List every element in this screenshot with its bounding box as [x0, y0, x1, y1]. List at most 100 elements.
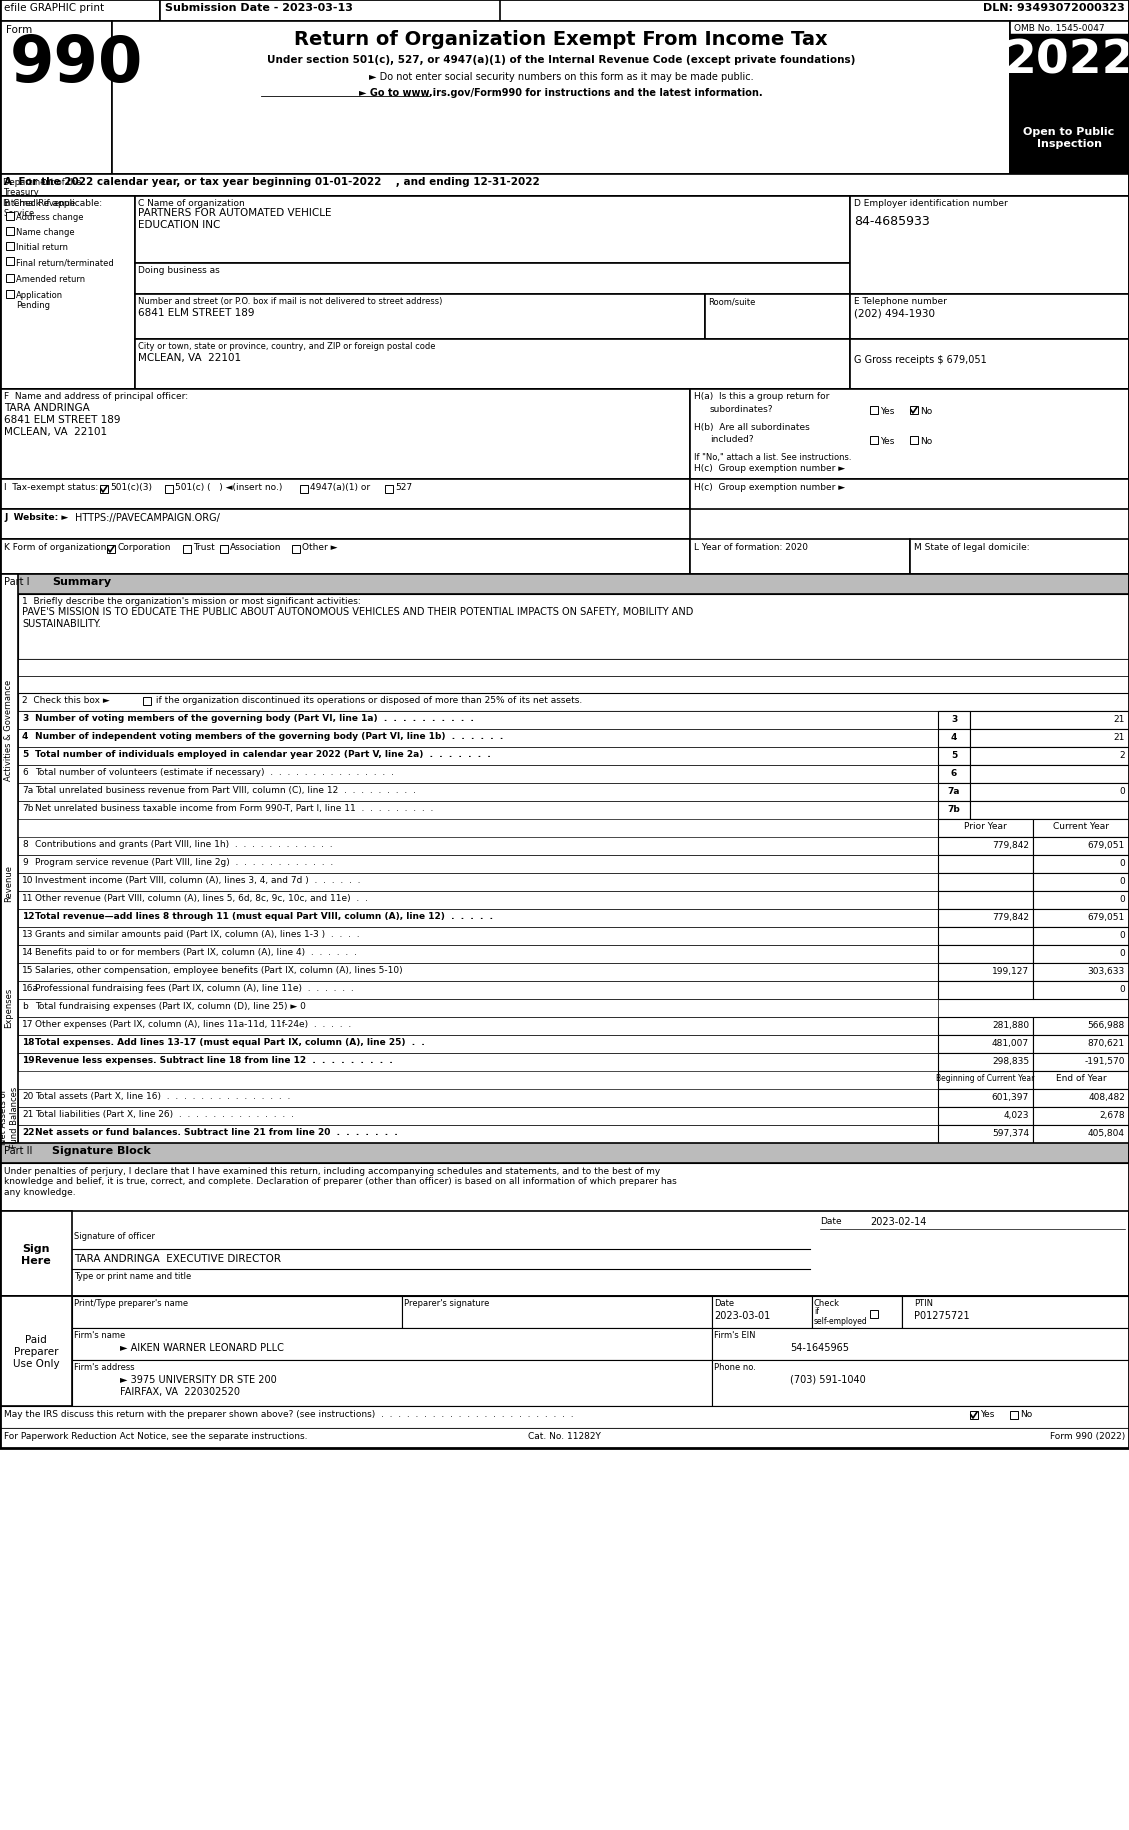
Text: subordinates?: subordinates?: [710, 404, 773, 414]
Text: 566,988: 566,988: [1087, 1021, 1124, 1030]
Text: ► AIKEN WARNER LEONARD PLLC: ► AIKEN WARNER LEONARD PLLC: [120, 1341, 283, 1352]
Bar: [143, 697, 151, 706]
Text: Signature Block: Signature Block: [52, 1146, 151, 1155]
Text: 19: 19: [21, 1056, 35, 1065]
Bar: [6, 258, 14, 265]
Text: Print/Type preparer's name: Print/Type preparer's name: [75, 1297, 189, 1307]
Text: Open to Public
Inspection: Open to Public Inspection: [1023, 126, 1114, 148]
Text: 8: 8: [21, 840, 28, 849]
Text: Total fundraising expenses (Part IX, column (D), line 25) ► 0: Total fundraising expenses (Part IX, col…: [35, 1001, 306, 1010]
Bar: [18, 659, 1129, 677]
Text: 870,621: 870,621: [1088, 1038, 1124, 1047]
Bar: [690, 390, 1129, 479]
Bar: [1033, 873, 1129, 891]
Bar: [1033, 1089, 1129, 1107]
Bar: [18, 595, 1129, 659]
Bar: [0, 198, 1129, 390]
Bar: [0, 22, 112, 176]
Bar: [1033, 928, 1129, 946]
Bar: [970, 802, 1129, 820]
Bar: [18, 981, 938, 999]
Bar: [938, 748, 970, 765]
Bar: [0, 390, 690, 479]
Bar: [1033, 1054, 1129, 1071]
Bar: [938, 802, 970, 820]
Bar: [938, 765, 970, 783]
Text: A   For the 2022 calendar year, or tax year beginning 01-01-2022    , and ending: A For the 2022 calendar year, or tax yea…: [5, 178, 540, 187]
Text: Sign
Here: Sign Here: [21, 1244, 51, 1265]
Bar: [18, 677, 1129, 694]
Text: Final return/terminated: Final return/terminated: [16, 258, 114, 267]
Text: Other revenue (Part VIII, column (A), lines 5, 6d, 8c, 9c, 10c, and 11e)  .  .: Other revenue (Part VIII, column (A), li…: [35, 893, 368, 902]
Bar: [402, 1296, 712, 1329]
Text: H(c)  Group exemption number ►: H(c) Group exemption number ►: [694, 463, 846, 472]
Text: Type or print name and title: Type or print name and title: [75, 1272, 191, 1281]
Bar: [18, 891, 938, 910]
Text: 298,835: 298,835: [992, 1056, 1029, 1065]
Bar: [18, 694, 1129, 712]
Text: If "No," attach a list. See instructions.: If "No," attach a list. See instructions…: [694, 452, 851, 461]
Text: Amended return: Amended return: [16, 274, 85, 284]
Text: Yes: Yes: [879, 437, 894, 447]
Text: Professional fundraising fees (Part IX, column (A), line 11e)  .  .  .  .  .  .: Professional fundraising fees (Part IX, …: [35, 983, 353, 992]
Text: if
self-employed: if self-employed: [814, 1307, 868, 1325]
Text: Beginning of Current Year: Beginning of Current Year: [936, 1074, 1034, 1082]
Text: F  Name and address of principal officer:: F Name and address of principal officer:: [5, 392, 189, 401]
Text: PARTNERS FOR AUTOMATED VEHICLE
EDUCATION INC: PARTNERS FOR AUTOMATED VEHICLE EDUCATION…: [138, 209, 332, 229]
Bar: [18, 783, 938, 802]
Text: 501(c)(3): 501(c)(3): [110, 483, 152, 492]
Bar: [938, 981, 1033, 999]
Bar: [0, 1405, 1129, 1427]
Text: 2023-03-01: 2023-03-01: [714, 1310, 770, 1319]
Bar: [135, 264, 850, 295]
Bar: [1033, 820, 1129, 838]
Text: Room/suite: Room/suite: [708, 296, 755, 306]
Text: 597,374: 597,374: [992, 1129, 1029, 1138]
Bar: [938, 730, 970, 748]
Text: Firm's address: Firm's address: [75, 1362, 134, 1371]
Bar: [1033, 891, 1129, 910]
Text: Cat. No. 11282Y: Cat. No. 11282Y: [527, 1431, 601, 1440]
Text: M State of legal domicile:: M State of legal domicile:: [914, 544, 1030, 551]
Text: 679,051: 679,051: [1087, 840, 1124, 849]
Text: 21: 21: [1113, 732, 1124, 741]
Text: Total number of volunteers (estimate if necessary)  .  .  .  .  .  .  .  .  .  .: Total number of volunteers (estimate if …: [35, 767, 394, 776]
Text: Address change: Address change: [16, 212, 84, 221]
Bar: [18, 1036, 938, 1054]
Text: (202) 494-1930: (202) 494-1930: [854, 307, 935, 318]
Text: Preparer's signature: Preparer's signature: [404, 1297, 489, 1307]
Text: 281,880: 281,880: [992, 1021, 1029, 1030]
Bar: [938, 1107, 1033, 1125]
Text: Activities & Governance: Activities & Governance: [5, 679, 14, 780]
Bar: [938, 910, 1033, 928]
Bar: [0, 575, 1129, 595]
Bar: [18, 1017, 938, 1036]
Bar: [712, 1296, 812, 1329]
Text: Application
Pending: Application Pending: [16, 291, 63, 311]
Bar: [18, 765, 938, 783]
Text: Expenses: Expenses: [5, 988, 14, 1028]
Bar: [938, 838, 1033, 856]
Bar: [970, 765, 1129, 783]
Text: K Form of organization:: K Form of organization:: [5, 544, 110, 551]
Bar: [18, 856, 938, 873]
Text: 13: 13: [21, 930, 34, 939]
Bar: [0, 1144, 1129, 1164]
Bar: [938, 928, 1033, 946]
Text: Current Year: Current Year: [1053, 822, 1109, 831]
Text: 5: 5: [951, 750, 957, 759]
Text: Department of the
Treasury
Internal Revenue
Service: Department of the Treasury Internal Reve…: [3, 178, 81, 218]
Text: Revenue less expenses. Subtract line 18 from line 12  .  .  .  .  .  .  .  .  .: Revenue less expenses. Subtract line 18 …: [35, 1056, 393, 1065]
Bar: [850, 295, 1129, 340]
Text: 2: 2: [1119, 750, 1124, 759]
Bar: [1033, 910, 1129, 928]
Bar: [938, 820, 1033, 838]
Text: H(c)  Group exemption number ►: H(c) Group exemption number ►: [694, 483, 846, 492]
Bar: [0, 511, 690, 540]
Text: TARA ANDRINGA  EXECUTIVE DIRECTOR: TARA ANDRINGA EXECUTIVE DIRECTOR: [75, 1254, 281, 1263]
Text: Net unrelated business taxable income from Form 990-T, Part I, line 11  .  .  . : Net unrelated business taxable income fr…: [35, 803, 434, 813]
Bar: [970, 783, 1129, 802]
Text: Yes: Yes: [879, 406, 894, 415]
Bar: [690, 540, 910, 575]
Text: Paid
Preparer
Use Only: Paid Preparer Use Only: [12, 1334, 60, 1367]
